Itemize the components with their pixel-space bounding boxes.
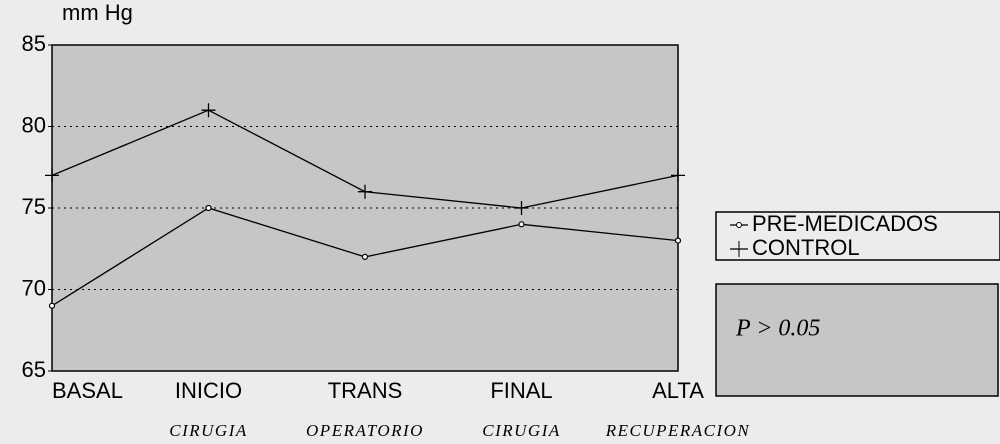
- point: [45, 168, 59, 183]
- y-axis-label: mm Hg: [62, 0, 133, 25]
- point: [205, 204, 212, 212]
- legend: [715, 211, 1000, 261]
- x-tick-sublabel: CIRUGIA: [482, 421, 560, 440]
- x-tick-label: BASAL: [52, 378, 123, 403]
- point: [358, 184, 372, 199]
- x-tick-sublabel: OPERATORIO: [306, 421, 424, 440]
- point: [674, 237, 682, 244]
- y-tick-label: 85: [22, 31, 46, 56]
- x-tick-label: TRANS: [328, 378, 403, 403]
- point: [514, 201, 529, 215]
- point: [671, 168, 685, 183]
- x-tick-sublabel: CIRUGIA: [169, 421, 247, 440]
- legend-label: PRE-MEDICADOS: [752, 211, 938, 236]
- legend-marker: [736, 222, 742, 228]
- x-tick-label: INICIO: [175, 378, 242, 403]
- y-tick-label: 80: [22, 112, 46, 137]
- legend-marker: [732, 241, 746, 257]
- x-tick-label: FINAL: [490, 378, 552, 403]
- point: [48, 302, 56, 309]
- legend-label: CONTROL: [752, 235, 860, 260]
- annotation: P > 0.05: [735, 316, 820, 342]
- y-tick-label: 75: [22, 194, 46, 219]
- y-tick-label: 65: [22, 357, 46, 382]
- point: [201, 103, 216, 118]
- point: [361, 253, 369, 260]
- x-tick-label: ALTA: [652, 378, 704, 403]
- point: [518, 221, 525, 228]
- annotation-box: [715, 283, 999, 397]
- y-tick-label: 70: [22, 275, 46, 300]
- x-tick-sublabel: RECUPERACION: [605, 421, 751, 440]
